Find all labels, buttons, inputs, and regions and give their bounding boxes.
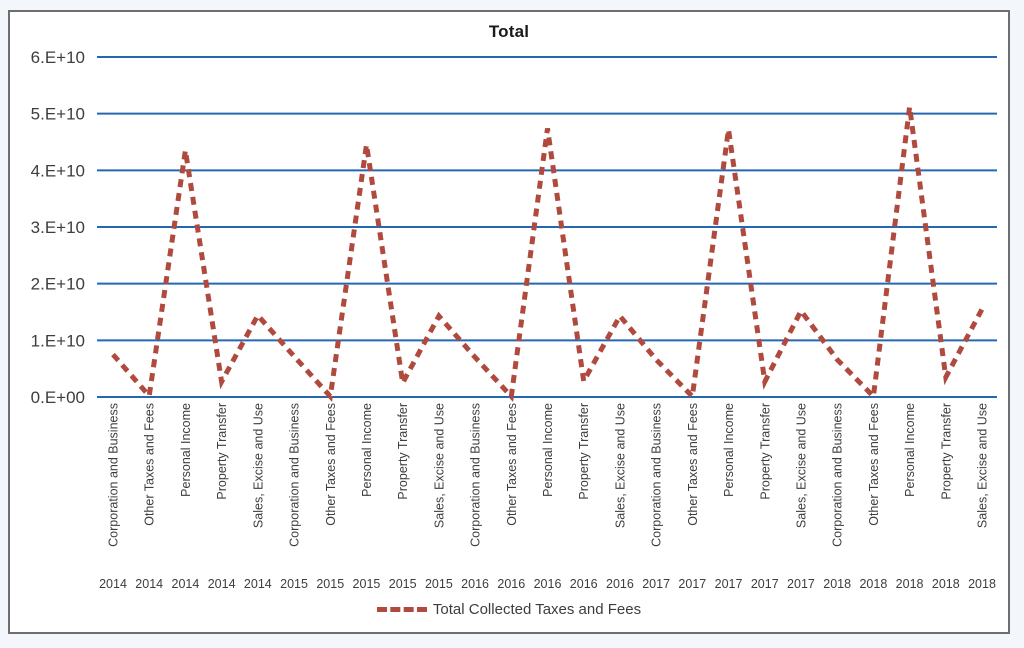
legend-label: Total Collected Taxes and Fees [432,601,642,618]
chart-title: Total [488,22,530,41]
category-label: Personal Income [179,403,193,497]
y-tick-label: 5.E+10 [31,105,85,124]
category-label: Personal Income [903,403,917,497]
x-axis-category-labels: Corporation and Business Other Taxes and … [107,403,990,547]
y-tick-label: 1.E+10 [31,331,85,350]
year-label: 2017 [787,577,815,591]
category-label: Corporation and Business [469,403,483,547]
category-label: Other Taxes and Fees [324,403,338,526]
year-label: 2014 [135,577,163,591]
category-label: Property Transfer [577,403,591,500]
category-label: Sales, Excise and Use [794,403,808,528]
chart-panel: Total 0.E+00 1.E+10 2.E+10 3.E+10 4.E+10 5.E+… [8,10,1010,634]
category-label: Property Transfer [215,403,229,500]
year-label: 2014 [99,577,127,591]
y-tick-label: 2.E+10 [31,275,85,294]
category-label: Other Taxes and Fees [686,403,700,526]
year-label: 2017 [678,577,706,591]
category-label: Other Taxes and Fees [143,403,157,526]
year-label: 2017 [642,577,670,591]
year-label: 2015 [280,577,308,591]
year-label: 2015 [389,577,417,591]
gridlines [97,56,997,398]
y-axis-tick-labels: 0.E+00 1.E+10 2.E+10 3.E+10 4.E+10 5.E+10 6.E+… [31,48,85,407]
year-label: 2014 [208,577,236,591]
year-label: 2018 [968,577,996,591]
year-label: 2017 [751,577,779,591]
year-label: 2015 [425,577,453,591]
category-label: Corporation and Business [107,403,121,547]
year-label: 2014 [244,577,272,591]
chart-canvas: 0.E+00 1.E+10 2.E+10 3.E+10 4.E+10 5.E+10 6.E+… [31,48,997,591]
category-label: Personal Income [541,403,555,497]
y-tick-label: 3.E+10 [31,218,85,237]
x-axis-year-labels: 2014 2014 2014 2014 2014 2015 2015 2015 2015 2015… [99,577,996,591]
year-label: 2016 [570,577,598,591]
year-label: 2018 [823,577,851,591]
year-label: 2016 [534,577,562,591]
category-label: Sales, Excise and Use [613,403,627,528]
year-label: 2015 [353,577,381,591]
category-label: Sales, Excise and Use [432,403,446,528]
y-tick-label: 6.E+10 [31,48,85,67]
series-dashed-line [111,106,985,403]
category-label: Corporation and Business [831,403,845,547]
category-label: Personal Income [722,403,736,497]
total-collected-line [111,106,985,403]
category-label: Other Taxes and Fees [505,403,519,526]
y-tick-label: 4.E+10 [31,161,85,180]
year-label: 2014 [172,577,200,591]
category-label: Personal Income [360,403,374,497]
y-tick-label: 0.E+00 [31,388,85,407]
category-label: Property Transfer [396,403,410,500]
category-label: Property Transfer [939,403,953,500]
category-label: Corporation and Business [650,403,664,547]
year-label: 2018 [859,577,887,591]
category-label: Other Taxes and Fees [867,403,881,526]
category-label: Corporation and Business [288,403,302,547]
legend: Total Collected Taxes and Fees [10,601,1008,618]
legend-line-sample [376,607,427,612]
category-label: Sales, Excise and Use [251,403,265,528]
category-label: Property Transfer [758,403,772,500]
year-label: 2018 [932,577,960,591]
year-label: 2016 [497,577,525,591]
year-label: 2018 [896,577,924,591]
category-label: Sales, Excise and Use [976,403,990,528]
year-label: 2016 [606,577,634,591]
year-label: 2016 [461,577,489,591]
year-label: 2015 [316,577,344,591]
year-label: 2017 [715,577,743,591]
